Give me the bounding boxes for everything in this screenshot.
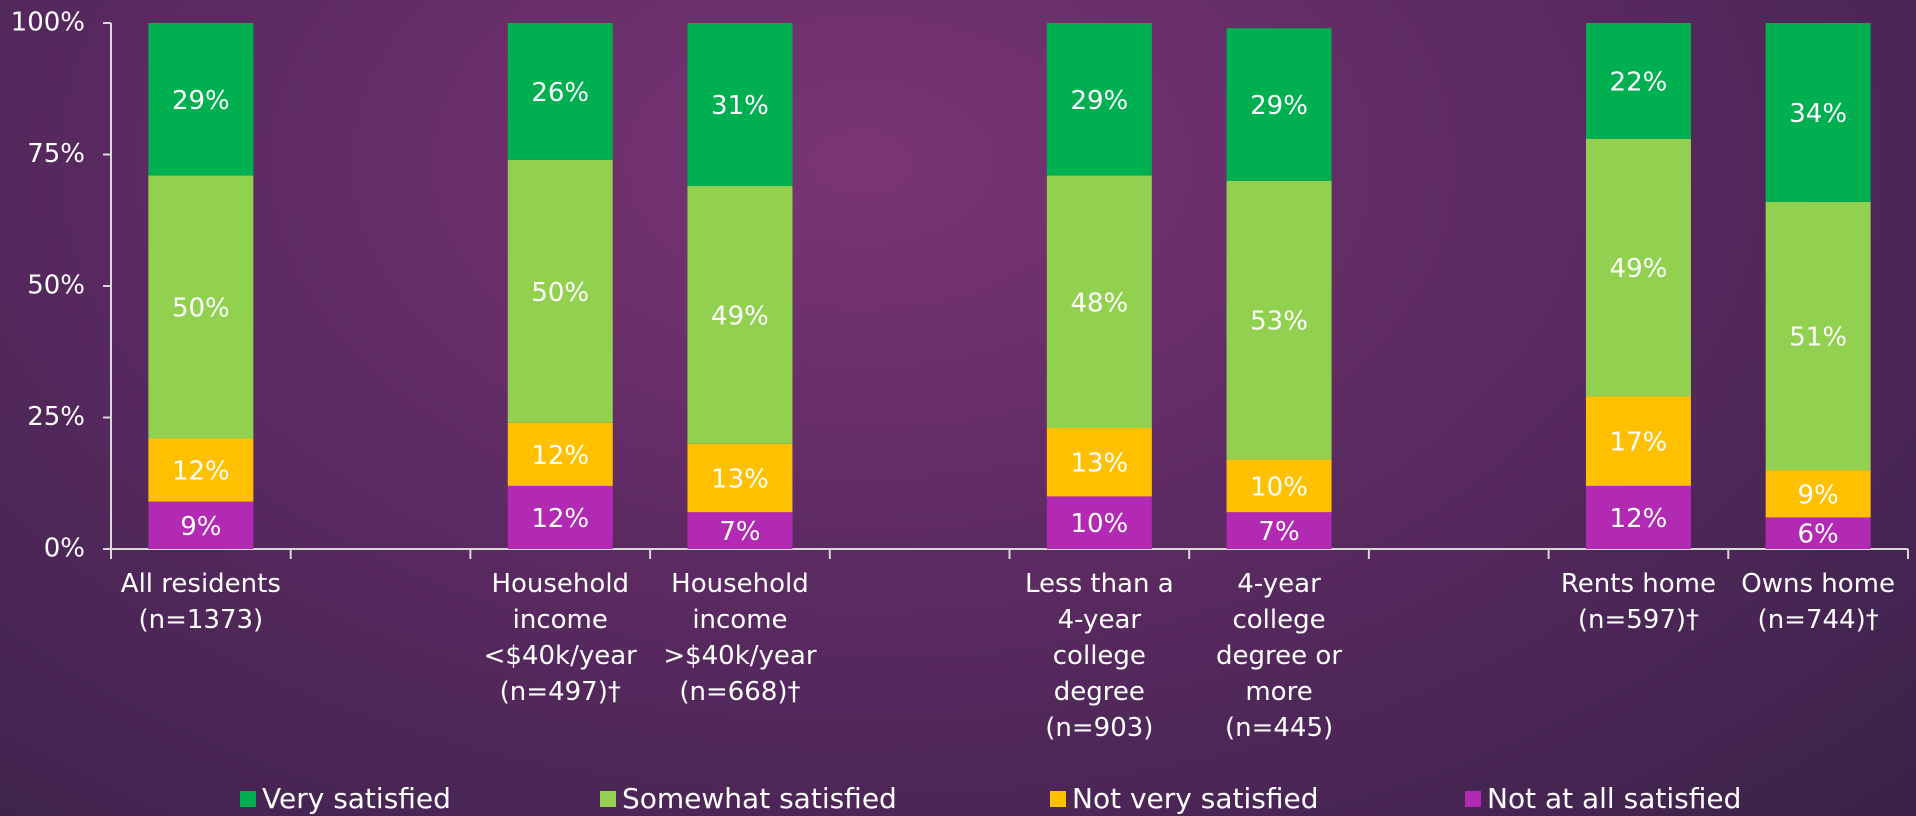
data-label: 12%	[172, 457, 230, 487]
legend-item: Not very satisfied	[1050, 782, 1318, 815]
data-label: 10%	[1250, 472, 1308, 502]
bar-segment	[1046, 496, 1152, 549]
x-tick-label: Household income >$40k/year (n=668)†	[663, 569, 817, 707]
bar-segment	[687, 443, 793, 513]
bar-segment	[148, 175, 254, 439]
bar-segment	[1046, 175, 1152, 429]
bar-segment	[148, 23, 254, 176]
bar-segment	[148, 501, 254, 549]
legend-label: Not very satisfied	[1072, 782, 1319, 815]
data-label: 12%	[531, 441, 589, 471]
legend-item: Somewhat satisfied	[600, 782, 897, 815]
data-label: 29%	[172, 86, 230, 116]
bar-segment	[1226, 180, 1332, 460]
legend-swatch	[240, 790, 256, 807]
data-label: 17%	[1610, 428, 1668, 458]
data-label: 9%	[1798, 480, 1839, 510]
data-label: 13%	[711, 464, 769, 494]
bar-segment	[507, 23, 613, 160]
bar-segment	[1046, 23, 1152, 176]
legend-item: Not at all satisfied	[1465, 782, 1741, 815]
bar-segment	[1765, 517, 1871, 549]
data-label: 12%	[1610, 504, 1668, 534]
bar-segment	[507, 422, 613, 486]
legend-label: Not at all satisfied	[1487, 782, 1742, 815]
bar-segment	[687, 186, 793, 444]
y-tick-label: 100%	[11, 8, 85, 38]
data-label: 22%	[1610, 67, 1668, 97]
data-label: 13%	[1070, 449, 1128, 479]
bar-segment	[507, 485, 613, 549]
y-tick-label: 50%	[27, 271, 85, 301]
data-label: 51%	[1789, 322, 1847, 352]
data-label: 49%	[1610, 254, 1668, 284]
y-tick-label: 25%	[27, 402, 85, 432]
legend-label: Somewhat satisfied	[622, 782, 897, 815]
data-label: 12%	[531, 504, 589, 534]
bar-segment	[1046, 428, 1152, 497]
data-label: 31%	[711, 91, 769, 121]
bar-segment	[687, 23, 793, 187]
bar-segment	[1585, 396, 1691, 486]
bar-segment	[1765, 23, 1871, 202]
legend-swatch	[1050, 790, 1066, 807]
x-tick-label: All residents (n=1373)	[120, 569, 281, 635]
bar-segment	[687, 512, 793, 549]
data-label: 26%	[531, 78, 589, 108]
x-tick-label: Less than a 4-year college degree (n=903…	[1025, 569, 1174, 743]
x-tick-label: Owns home (n=744)†	[1741, 569, 1895, 635]
legend-label: Very satisfied	[262, 782, 451, 815]
data-label: 9%	[180, 512, 221, 542]
bar-segment	[1585, 485, 1691, 549]
data-label: 10%	[1070, 509, 1128, 539]
x-tick-label: Rents home (n=597)†	[1560, 569, 1716, 635]
x-tick-label: Household income <$40k/year (n=497)†	[483, 569, 637, 707]
bar-segment	[1585, 23, 1691, 139]
data-label: 7%	[719, 517, 760, 547]
legend-swatch	[1465, 790, 1481, 807]
data-label: 6%	[1798, 520, 1839, 550]
data-label: 29%	[1070, 86, 1128, 116]
data-label: 48%	[1070, 288, 1128, 318]
data-label: 34%	[1789, 99, 1847, 129]
bar-segment	[1765, 201, 1871, 471]
legend-item: Very satisfied	[240, 782, 451, 815]
x-tick-label: 4-year college degree or more (n=445)	[1216, 569, 1343, 743]
data-label: 29%	[1250, 91, 1308, 121]
data-label: 50%	[531, 278, 589, 308]
bar-segment	[1226, 512, 1332, 549]
data-label: 50%	[172, 294, 230, 324]
bar-segment	[1226, 28, 1332, 181]
legend-swatch	[600, 790, 616, 807]
bar-segment	[1585, 138, 1691, 397]
data-label: 49%	[711, 301, 769, 331]
bar-segment	[1765, 470, 1871, 518]
data-label: 7%	[1258, 517, 1299, 547]
y-tick-label: 0%	[44, 534, 85, 564]
bar-segment	[148, 438, 254, 502]
bar-segment	[507, 159, 613, 423]
data-label: 53%	[1250, 307, 1308, 337]
y-tick-label: 75%	[27, 139, 85, 169]
bar-segment	[1226, 459, 1332, 513]
